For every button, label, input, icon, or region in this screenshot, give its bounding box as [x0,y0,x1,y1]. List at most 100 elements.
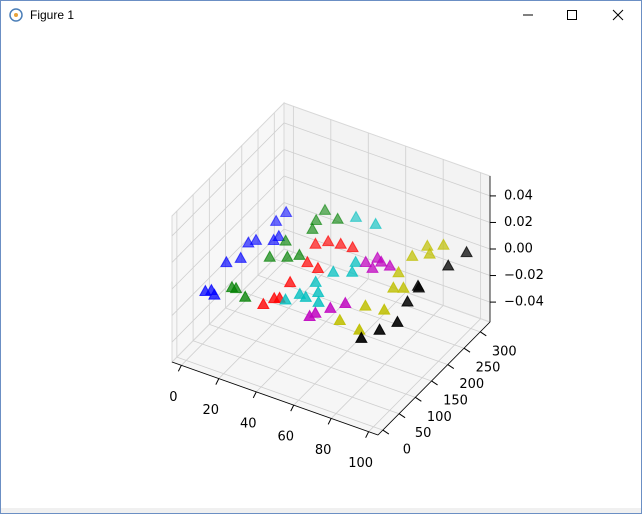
grid-line [274,258,481,333]
z-tick-label: −0.04 [504,295,544,310]
data-point [229,281,243,294]
toolbar-strip [1,508,641,513]
x-tick-label: 20 [203,403,220,418]
y-tick [382,429,390,435]
y-tick [415,396,422,402]
data-point [334,237,348,249]
data-point [354,331,368,343]
data-point [324,301,337,313]
data-point [346,240,359,253]
close-button[interactable] [612,9,624,21]
grid-line [209,323,416,398]
data-point [299,290,313,302]
data-point [309,306,322,318]
z-tick-label: 0.00 [504,242,533,257]
z-tick-label: 0.02 [504,215,533,230]
data-point [401,295,414,307]
data-point [359,255,373,267]
data-point [345,265,359,277]
data-point [349,210,363,222]
data-point [333,313,347,326]
data-point [460,245,473,258]
y-tick [447,364,455,369]
data-point [391,315,404,327]
data-point [326,265,340,277]
y-tick-label: 200 [459,377,484,392]
data-point [387,281,400,293]
data-point [279,293,292,305]
grid-line [171,175,285,290]
data-point [301,255,314,268]
data-point [269,214,283,226]
y-tick-label: 250 [476,361,501,376]
data-point [309,237,322,249]
x-tick [365,431,370,438]
grid-line [181,252,294,366]
grid-line [257,274,465,349]
data-point [281,250,294,262]
data-point [437,238,450,250]
data-point [279,234,292,246]
y-tick [398,413,406,419]
data-point [397,281,410,293]
data-point [405,249,419,261]
grid-line [176,356,384,431]
y-tick-label: 150 [443,393,468,408]
data-point [312,295,325,307]
data-point [423,247,436,259]
app-icon-center [14,13,18,17]
y-tick [431,380,438,386]
y-tick [463,347,471,353]
data-point [349,255,362,267]
grid-line [255,278,369,393]
data-point [392,265,405,278]
data-point [234,251,248,263]
data-point [303,309,316,321]
grid-line [283,149,491,223]
x-tick [177,365,182,372]
data-point [318,203,332,215]
data-point [383,259,397,271]
grid-line [368,318,481,432]
data-point [249,233,263,245]
data-point [309,213,323,226]
data-point [311,261,325,274]
data-point [208,288,221,300]
grid-line [330,305,444,419]
plot-area: 020406080100050100150200250300−0.04−0.02… [169,101,544,471]
z-tick-label: −0.02 [504,268,544,283]
grid-line [171,149,285,263]
grid-line [192,340,400,415]
x-tick [327,418,332,425]
x-tick [252,391,257,399]
data-point [421,239,434,251]
data-point [306,222,319,234]
data-point [263,250,277,262]
title-bar: Figure 1 [9,8,624,22]
grid-line [283,175,491,250]
data-point [293,248,306,260]
grid-line [241,291,448,365]
data-point [377,303,391,315]
data-point [353,323,366,335]
data-point [256,297,270,309]
y-tick-label: 0 [403,443,411,458]
y-tick [479,331,487,337]
data-point [371,251,384,263]
grid-line [283,122,491,197]
data-point [441,259,455,271]
maximize-button[interactable] [567,10,577,20]
x-tick-label: 80 [315,443,332,458]
z-tick-label: 0.04 [504,188,533,203]
data-point [283,275,297,288]
app-icon [9,8,23,22]
x-tick-label: 40 [240,416,257,431]
data-point [220,255,233,268]
data-point [366,261,379,273]
x-tick [290,404,295,412]
window-title: Figure 1 [30,8,74,22]
y-axis-line [377,321,491,436]
grid-line [283,202,491,276]
